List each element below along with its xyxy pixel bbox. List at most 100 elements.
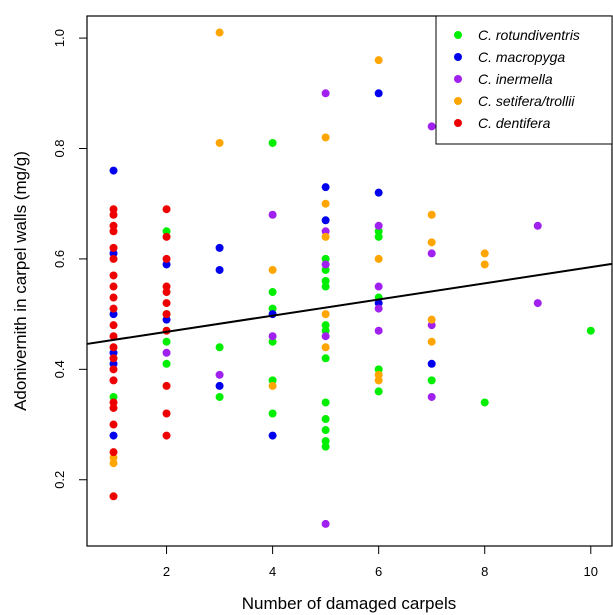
legend-label: C. macropyga [478,49,565,65]
legend-marker [454,97,462,105]
data-point [321,442,330,451]
data-points [109,28,595,528]
data-point [162,348,171,357]
data-point [268,210,277,219]
data-point [109,332,118,341]
data-point [109,354,118,363]
data-point [321,216,330,225]
data-point [321,343,330,352]
data-point [109,365,118,374]
data-point [586,326,595,335]
data-point [215,243,224,252]
data-point [162,288,171,297]
data-point [321,310,330,319]
data-point [109,282,118,291]
data-point [321,183,330,192]
x-axis-title: Number of damaged carpels [242,594,457,613]
data-point [268,376,277,385]
legend-marker [454,31,462,39]
y-tick-label: 1.0 [52,29,67,47]
data-point [109,431,118,440]
data-point [109,310,118,319]
data-point [321,437,330,446]
data-point [321,265,330,274]
x-tick-label: 2 [163,564,170,579]
data-point [374,299,383,308]
x-tick-label: 4 [269,564,276,579]
data-point [109,348,118,357]
data-point [321,199,330,208]
data-point [321,321,330,330]
data-point [374,227,383,236]
data-point [109,166,118,175]
data-point [480,249,489,258]
data-point [162,431,171,440]
y-axis-title: Adonivernith in carpel walls (mg/g) [11,151,30,411]
data-point [374,254,383,263]
data-point [109,459,118,468]
data-point [268,409,277,418]
data-point [427,249,436,258]
data-point [109,343,118,352]
data-point [480,260,489,269]
data-point [533,299,542,308]
data-point [268,337,277,346]
data-point [533,221,542,230]
data-point [109,205,118,214]
data-point [162,260,171,269]
data-point [321,426,330,435]
data-point [109,448,118,457]
data-point [321,254,330,263]
data-point [321,277,330,285]
data-point [162,337,171,346]
legend-label: C. setifera/trollii [478,93,575,109]
plot-frame [86,15,613,547]
legend-marker [454,75,462,83]
data-point [162,227,171,236]
data-point [374,370,383,379]
data-point [109,453,118,462]
data-point [109,249,118,258]
data-point [109,403,118,412]
data-point [109,304,118,313]
data-point [374,232,383,241]
legend-box [435,15,613,145]
data-point [215,343,224,352]
data-point [374,376,383,385]
data-point [162,232,171,241]
data-point [109,376,118,385]
data-point [162,409,171,418]
data-point [427,392,436,401]
x-axis: 2 4 6 8 10 [163,546,598,579]
data-point [321,354,330,363]
data-point [321,415,330,424]
data-point [427,238,436,247]
data-point [162,205,171,214]
y-axis: 0.2 0.4 0.6 0.8 1.0 [52,29,87,489]
data-point [268,138,277,147]
data-point [109,221,118,230]
legend-label: C. inermella [478,71,553,87]
data-point [215,381,224,390]
data-point [268,288,277,297]
data-point [215,392,224,401]
y-tick-label: 0.4 [52,360,67,378]
legend-marker [454,53,462,61]
data-point [374,282,383,291]
data-point [109,293,118,302]
data-point [109,492,118,501]
data-point [374,387,383,396]
x-tick-label: 6 [375,564,382,579]
legend-label: C. dentifera [478,115,551,131]
data-point [374,304,383,313]
data-point [321,326,330,335]
data-point [268,304,277,313]
y-tick-label: 0.2 [52,471,67,489]
data-point [427,337,436,346]
data-point [427,359,436,368]
data-point [162,359,171,368]
data-point [427,315,436,324]
data-point [109,243,118,252]
data-point [268,381,277,390]
data-point [321,89,330,98]
